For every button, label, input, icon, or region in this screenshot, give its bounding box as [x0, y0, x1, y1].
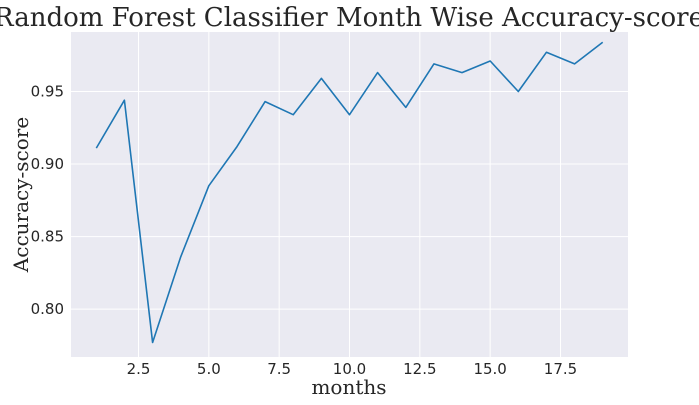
y-tick-label: 0.90 [31, 155, 64, 173]
y-tick-label: 0.80 [31, 300, 64, 318]
x-tick-label: 5.0 [197, 360, 221, 378]
x-tick-label: 2.5 [127, 360, 151, 378]
chart-title: Random Forest Classifier Month Wise Accu… [0, 3, 699, 33]
x-axis-label: months [311, 375, 386, 399]
y-tick-label: 0.85 [31, 228, 64, 246]
y-tick-label: 0.95 [31, 82, 64, 100]
x-tick-label: 10.0 [333, 360, 366, 378]
tick-labels: 2.5 5.0 7.5 10.0 12.5 15.0 17.5 0.80 0.85 0.90 0.9… [31, 82, 578, 378]
x-tick-label: 12.5 [403, 360, 436, 378]
x-tick-label: 15.0 [473, 360, 506, 378]
x-tick-label: 17.5 [544, 360, 577, 378]
series-line [95, 41, 604, 344]
x-tick-label: 7.5 [267, 360, 291, 378]
y-axis-label: Accuracy-score [9, 117, 33, 273]
